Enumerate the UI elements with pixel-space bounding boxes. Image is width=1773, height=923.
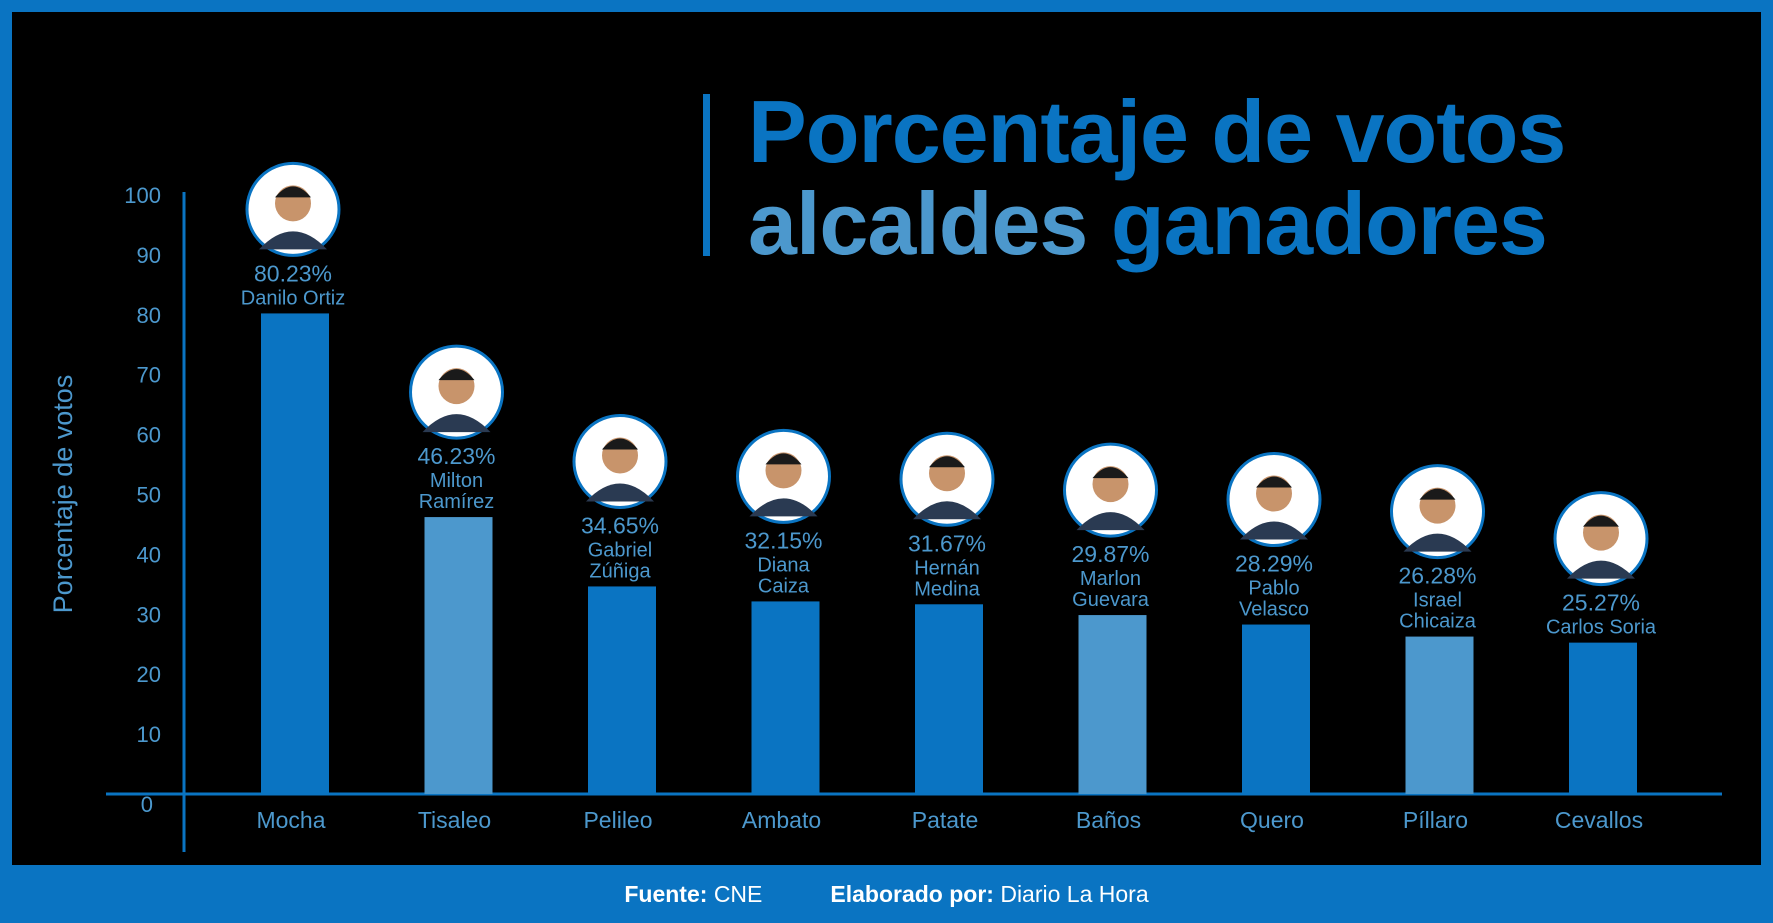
x-tick-label: Mocha	[256, 807, 325, 833]
footer-author-label: Elaborado por:	[830, 880, 994, 907]
x-tick-label: Píllaro	[1403, 807, 1468, 833]
data-label: 46.23%	[417, 443, 495, 469]
winner-name: Carlos Soria	[1546, 617, 1657, 639]
bar-patate	[915, 604, 983, 794]
bar-mocha	[261, 313, 329, 794]
avatar-hair	[438, 369, 475, 381]
y-axis-label: Porcentaje de votos	[48, 375, 78, 614]
chart-title-line-2: alcaldes ganadores	[748, 180, 1548, 268]
data-label: 26.28%	[1398, 563, 1476, 589]
bar-cevallos	[1569, 642, 1637, 794]
winner-name: Hernán	[914, 557, 980, 579]
y-tick-label: 90	[137, 243, 161, 268]
avatar-hair	[1419, 488, 1456, 500]
bar-pelileo	[588, 586, 656, 794]
x-tick-label: Patate	[912, 807, 979, 833]
y-tick-label: 100	[124, 183, 161, 208]
winner-name: Danilo Ortiz	[241, 287, 345, 309]
y-tick-label: 60	[137, 423, 161, 448]
x-tick-label: Quero	[1240, 807, 1304, 833]
avatar-hair	[1256, 476, 1292, 488]
y-tick-label: 20	[137, 662, 161, 687]
avatar-hair	[765, 453, 802, 465]
winner-name: Gabriel	[588, 539, 652, 561]
winner-name: Milton	[430, 470, 483, 492]
footer-source-label: Fuente:	[624, 880, 708, 907]
footer-author: Elaborado por: Diario La Hora	[830, 881, 1148, 908]
title-accent-bar	[703, 94, 710, 256]
chart-title-line-1: Porcentaje de votos	[748, 82, 1566, 181]
footer-author-value: Diario La Hora	[1000, 880, 1149, 907]
winner-name: Zúñiga	[589, 560, 651, 582]
bar-quero	[1242, 624, 1310, 794]
y-tick-label: 70	[137, 363, 161, 388]
data-label: 31.67%	[908, 530, 986, 556]
avatar-hair	[275, 186, 311, 198]
avatar-hair	[602, 438, 638, 450]
avatar-body	[1076, 512, 1145, 531]
avatar-body	[259, 231, 327, 250]
x-tick-label: Ambato	[742, 807, 821, 833]
avatar-body	[422, 414, 491, 433]
y-tick-label: 80	[137, 303, 161, 328]
data-label: 80.23%	[254, 260, 332, 286]
avatar-body	[913, 501, 981, 520]
footer: Fuente: CNE Elaborado por: Diario La Hor…	[0, 865, 1773, 923]
chart-title-word-alcaldes: alcaldes	[748, 174, 1088, 273]
winner-name: Guevara	[1072, 589, 1150, 611]
avatar-hair	[1092, 467, 1129, 479]
y-tick-label: 0	[141, 792, 153, 817]
bar-baños	[1078, 615, 1147, 794]
data-label: 34.65%	[581, 512, 659, 538]
avatar-body	[1567, 560, 1635, 579]
winner-name: Marlon	[1080, 568, 1141, 590]
avatar-body	[1403, 533, 1472, 552]
bar-tisaleo	[424, 517, 493, 794]
x-tick-label: Tisaleo	[418, 807, 491, 833]
x-tick-label: Baños	[1076, 807, 1141, 833]
bar-ambato	[751, 601, 820, 794]
data-label: 28.29%	[1235, 551, 1313, 577]
y-tick-label: 10	[137, 722, 161, 747]
winner-name: Medina	[914, 578, 980, 600]
y-tick-label: 30	[137, 602, 161, 627]
y-tick-label: 40	[137, 542, 161, 567]
x-tick-label: Cevallos	[1555, 807, 1643, 833]
avatar-hair	[1583, 515, 1619, 527]
winner-name: Ramírez	[419, 491, 495, 513]
avatar-body	[586, 483, 654, 502]
winner-name: Diana	[757, 554, 810, 576]
avatar-body	[749, 498, 818, 517]
winner-name: Chicaiza	[1399, 611, 1477, 633]
bar-píllaro	[1405, 636, 1474, 794]
data-label: 29.87%	[1071, 541, 1149, 567]
data-label: 32.15%	[744, 527, 822, 553]
footer-source: Fuente: CNE	[624, 881, 762, 908]
avatar-body	[1240, 521, 1308, 540]
winner-name: Pablo	[1248, 578, 1299, 600]
chart-title-word-ganadores: ganadores	[1110, 174, 1548, 273]
data-label: 25.27%	[1562, 590, 1640, 616]
y-tick-label: 50	[137, 483, 161, 508]
avatar-hair	[929, 456, 965, 468]
x-tick-label: Pelileo	[583, 807, 652, 833]
footer-source-value: CNE	[713, 880, 763, 907]
winner-name: Caiza	[758, 575, 810, 597]
winner-name: Velasco	[1239, 599, 1309, 621]
winner-name: Israel	[1413, 590, 1462, 612]
